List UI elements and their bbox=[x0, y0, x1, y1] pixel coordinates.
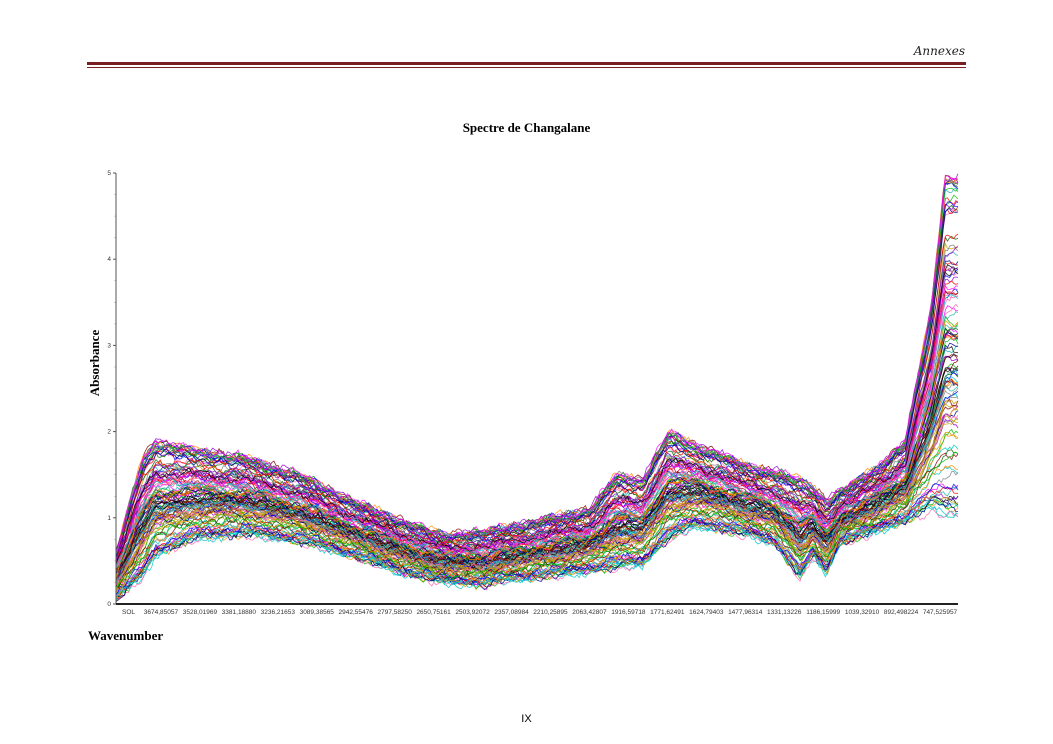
header-rule-thick bbox=[87, 62, 966, 65]
spectrum-series-line bbox=[115, 173, 959, 553]
x-tick-label: 1186,15999 bbox=[806, 609, 840, 616]
chart-title: Spectre de Changalane bbox=[462, 120, 591, 135]
spectrum-series-line bbox=[115, 413, 959, 586]
x-tick-label: 1477,96314 bbox=[728, 609, 763, 616]
spectrum-series-line bbox=[115, 378, 959, 580]
x-tick-label: 1624,79403 bbox=[689, 609, 724, 616]
x-tick-label: 1916,59718 bbox=[611, 609, 646, 616]
spectrum-series-line bbox=[115, 495, 959, 599]
spectrum-series-line bbox=[115, 452, 959, 593]
x-tick-label: 2650,75161 bbox=[416, 609, 451, 616]
spectrum-series-line bbox=[115, 487, 959, 600]
spectrum-series-line bbox=[115, 483, 959, 596]
spectrum-series-line bbox=[115, 503, 959, 601]
x-tick-label: 1331,13226 bbox=[767, 609, 802, 616]
series-layer bbox=[115, 173, 959, 603]
x-tick-label: 2942,55476 bbox=[339, 609, 374, 616]
spectrum-series-line bbox=[115, 294, 959, 569]
spectrum-series-line bbox=[115, 451, 959, 588]
spectrum-series-line bbox=[115, 260, 959, 564]
spectrum-series-line bbox=[115, 387, 959, 584]
y-tick-label: 5 bbox=[107, 170, 111, 177]
x-tick-label: 3674,85057 bbox=[144, 609, 179, 616]
spectrum-series-line bbox=[115, 264, 959, 566]
x-tick-label: 747,525957 bbox=[923, 609, 958, 616]
spectrum-series-line bbox=[115, 208, 959, 557]
x-tick-label: 3236,21653 bbox=[261, 609, 296, 616]
spectrum-series-line bbox=[115, 233, 959, 562]
y-tick-label: 3 bbox=[107, 342, 111, 349]
x-tick-label: 2797,58250 bbox=[377, 609, 412, 616]
x-tick-label: 2210,25895 bbox=[533, 609, 568, 616]
x-tick-label: 1039,32910 bbox=[845, 609, 880, 616]
header-section-label: Annexes bbox=[913, 44, 965, 58]
spectrum-series-line bbox=[115, 175, 959, 552]
header-rule-thin bbox=[87, 67, 966, 68]
x-tick-label: 892,498224 bbox=[884, 609, 919, 616]
x-tick-label: 1771,62491 bbox=[650, 609, 685, 616]
spectrum-series-line bbox=[115, 284, 959, 568]
x-tick-label: 3381,18880 bbox=[222, 609, 257, 616]
x-tick-label: 2063,42807 bbox=[572, 609, 607, 616]
spectrum-series-line bbox=[115, 369, 959, 578]
spectrum-series-line bbox=[115, 499, 959, 602]
page-number: IX bbox=[521, 713, 532, 725]
x-tick-label: 3528,01969 bbox=[183, 609, 218, 616]
axes-layer: 0 1 2 3 4 5 SOL 3674,85057 3528,01969 3381,18880 3… bbox=[107, 170, 958, 616]
spectrum-series-line bbox=[115, 465, 958, 594]
x-tick-label: 2357,08984 bbox=[494, 609, 529, 616]
spectrum-series-line bbox=[115, 365, 959, 582]
spectrum-series-line bbox=[115, 244, 959, 559]
x-tick-label: SOL bbox=[122, 609, 135, 616]
x-tick-label: 3089,38565 bbox=[300, 609, 335, 616]
x-tick-label: 2503,92072 bbox=[455, 609, 490, 616]
y-tick-label: 2 bbox=[107, 429, 111, 436]
x-axis-label: Wavenumber bbox=[88, 628, 164, 643]
y-tick-label: 1 bbox=[107, 515, 111, 522]
y-tick-label: 4 bbox=[107, 256, 111, 263]
spectrum-series-line bbox=[115, 311, 959, 567]
spectrum-series-line bbox=[115, 335, 959, 579]
y-tick-label: 0 bbox=[107, 601, 111, 608]
